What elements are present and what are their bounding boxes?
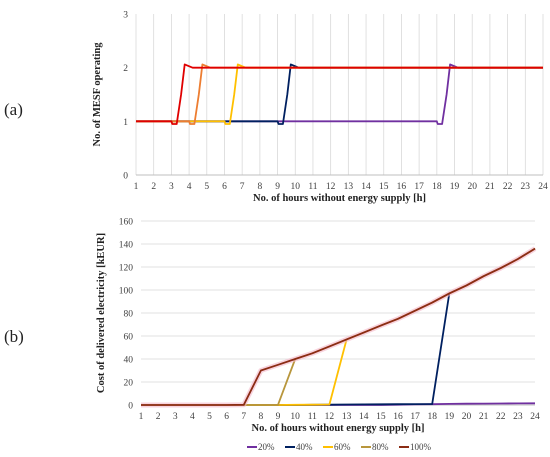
legend-label: 60% — [334, 442, 351, 452]
x-tick-label: 6 — [222, 182, 227, 192]
y-tick-label: 1 — [123, 118, 128, 128]
x-tick-label: 16 — [393, 412, 403, 422]
x-tick-label: 21 — [485, 182, 495, 192]
y-tick-label: 80 — [124, 310, 134, 320]
series-line — [141, 247, 536, 406]
x-tick-label: 18 — [427, 412, 437, 422]
x-tick-label: 20 — [467, 182, 477, 192]
series-line — [136, 63, 543, 125]
x-tick-label: 8 — [259, 412, 264, 422]
y-tick-label: 160 — [119, 218, 134, 228]
x-tick-label: 5 — [207, 412, 212, 422]
x-tick-label: 24 — [538, 182, 548, 192]
legend-label: 80% — [372, 442, 389, 452]
series-glow — [141, 246, 537, 408]
series-line — [141, 247, 536, 406]
y-tick-label: 0 — [128, 402, 133, 412]
x-tick-label: 13 — [344, 182, 354, 192]
y-axis-title: Cost of delivered electricity [kEUR] — [96, 233, 107, 393]
y-tick-label: 40 — [124, 356, 134, 366]
x-tick-label: 22 — [496, 412, 506, 422]
x-tick-label: 1 — [134, 182, 139, 192]
x-tick-label: 6 — [224, 412, 229, 422]
y-tick-label: 20 — [124, 379, 134, 389]
x-tick-label: 11 — [308, 182, 317, 192]
panel-label-b: (b) — [4, 327, 24, 346]
x-tick-label: 19 — [450, 182, 460, 192]
x-axis-title: No. of hours without energy supply [h] — [252, 423, 425, 434]
x-tick-label: 9 — [275, 182, 280, 192]
legend-label: 20% — [258, 442, 275, 452]
x-tick-label: 20 — [462, 412, 472, 422]
series-line — [136, 63, 543, 125]
x-tick-label: 16 — [397, 182, 407, 192]
y-tick-label: 60 — [124, 333, 134, 343]
chart-panel-b: 1 2 3 4 5 6 7 8 9 10 11 12 13 14 15 16 17 18 19 20 21 22 23 240… — [96, 218, 540, 453]
x-tick-label: 2 — [151, 182, 156, 192]
x-tick-label: 19 — [445, 412, 455, 422]
legend-label: 100% — [410, 442, 432, 452]
x-tick-label: 3 — [173, 412, 178, 422]
x-tick-label: 1 — [139, 412, 144, 422]
x-tick-label: 9 — [276, 412, 281, 422]
x-tick-label: 23 — [513, 412, 523, 422]
x-tick-label: 14 — [361, 182, 371, 192]
x-tick-label: 15 — [376, 412, 386, 422]
y-tick-label: 0 — [123, 172, 128, 182]
series-line — [136, 63, 543, 125]
x-tick-label: 18 — [432, 182, 442, 192]
x-tick-label: 7 — [241, 412, 246, 422]
x-tick-label: 7 — [240, 182, 245, 192]
panel-label-a: (a) — [4, 100, 23, 119]
chart-panel-a: 1 2 3 4 5 6 7 8 9 10 11 12 13 14 15 16 17 18 19 20 21 22 23 240… — [92, 11, 548, 205]
legend-label: 40% — [296, 442, 313, 452]
x-tick-label: 22 — [503, 182, 513, 192]
x-tick-label: 12 — [325, 412, 335, 422]
x-axis-title: No. of hours without energy supply [h] — [253, 193, 426, 204]
x-tick-label: 2 — [156, 412, 161, 422]
y-tick-label: 100 — [119, 287, 134, 297]
y-tick-label: 140 — [119, 241, 134, 251]
x-tick-label: 24 — [530, 412, 540, 422]
x-tick-label: 17 — [414, 182, 424, 192]
series-line — [136, 63, 543, 125]
x-tick-label: 8 — [257, 182, 262, 192]
series-line — [141, 247, 536, 406]
x-tick-label: 3 — [169, 182, 174, 192]
x-tick-label: 21 — [479, 412, 489, 422]
x-tick-label: 4 — [190, 412, 195, 422]
x-tick-label: 4 — [187, 182, 192, 192]
x-tick-label: 14 — [359, 412, 369, 422]
x-tick-label: 23 — [521, 182, 531, 192]
y-tick-label: 3 — [123, 11, 128, 21]
x-tick-label: 12 — [326, 182, 336, 192]
y-tick-label: 2 — [123, 64, 128, 74]
y-axis-title: No. of MESF operating — [92, 42, 103, 147]
series-line — [136, 63, 543, 125]
x-tick-label: 17 — [410, 412, 420, 422]
x-tick-label: 13 — [342, 412, 352, 422]
y-tick-label: 120 — [119, 264, 134, 274]
x-tick-label: 15 — [379, 182, 389, 192]
x-tick-label: 11 — [308, 412, 317, 422]
x-tick-label: 5 — [204, 182, 209, 192]
x-tick-label: 10 — [291, 182, 301, 192]
x-tick-label: 10 — [290, 412, 300, 422]
series-line — [141, 247, 536, 406]
